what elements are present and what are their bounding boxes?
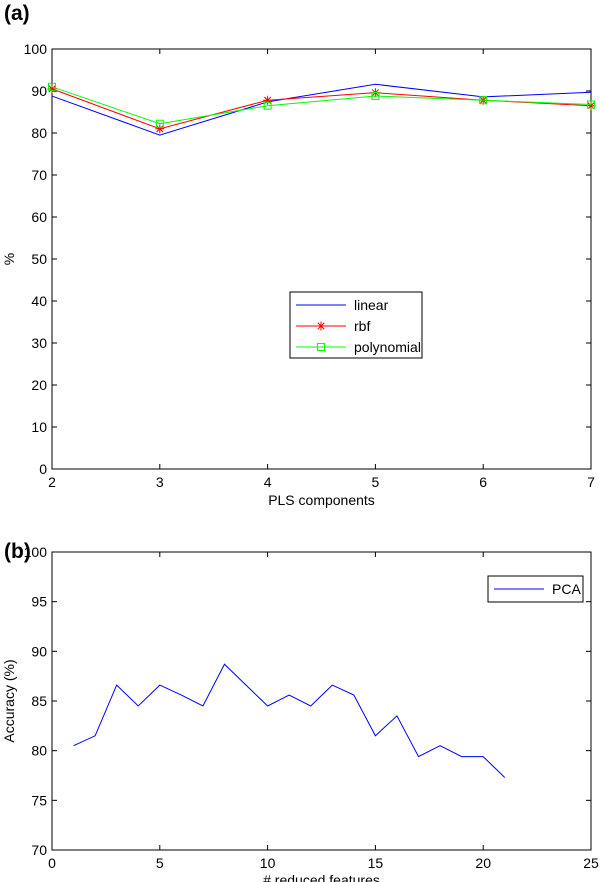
y-tick-label: 0: [39, 461, 47, 477]
legend-label-rbf: rbf: [354, 318, 370, 334]
x-tick-label: 25: [583, 855, 599, 871]
legend-label-PCA: PCA: [552, 581, 581, 597]
chart-b-svg: 0 5 10 15 20 25 70 75 80 85 90 95 100 # reduced featu…: [1, 544, 599, 882]
data-point-polynomial: [587, 100, 595, 109]
x-axis-label: PLS components: [268, 492, 375, 508]
x-axis-label: # reduced features: [263, 872, 380, 882]
y-tick-label: 100: [24, 41, 48, 57]
legend-marker-rbf: [316, 321, 326, 331]
data-point-polynomial: [263, 101, 272, 110]
x-tick-label: 3: [156, 474, 164, 490]
x-tick-label: 5: [372, 474, 380, 490]
legend-marker-polynomial: [317, 343, 325, 351]
y-tick-label: 60: [31, 209, 47, 225]
series-line-linear: [51, 83, 592, 136]
star-stroke: [317, 322, 325, 330]
series-line-polynomial: [51, 86, 592, 125]
y-tick-label: 30: [31, 335, 47, 351]
legend: linear rbf polynomial: [289, 291, 423, 359]
y-tick-label: 70: [31, 842, 47, 858]
x-tick-label: 5: [156, 855, 164, 871]
y-axis-label: Accuracy (%): [1, 659, 17, 742]
y-tick-label: 40: [31, 293, 47, 309]
y-tick-label: 10: [31, 419, 47, 435]
y-tick-label: 80: [31, 743, 47, 759]
x-tick-label: 20: [475, 855, 491, 871]
chart-panel-b: (b) 0 5 10 15 20 25 70 75 80 85 90 95 100 # reduced f…: [0, 520, 600, 882]
panel-label-a: (a): [4, 2, 30, 25]
x-tick-label: 7: [587, 474, 595, 490]
data-point-polynomial: [371, 92, 380, 101]
y-tick-label: 85: [31, 693, 47, 709]
y-tick-label: 70: [31, 167, 47, 183]
x-tick-label: 10: [260, 855, 276, 871]
star-stroke: [156, 125, 164, 133]
y-tick-label: 50: [31, 251, 47, 267]
panel-label-b: (b): [4, 540, 31, 563]
y-tick-label: 90: [31, 643, 47, 659]
x-tick-label: 15: [368, 855, 384, 871]
x-tick-label: 4: [264, 474, 272, 490]
data-point-polynomial: [479, 96, 488, 105]
star-stroke: [48, 85, 56, 93]
x-tick-label: 2: [48, 474, 56, 490]
x-tick-label: 0: [48, 855, 56, 871]
x-tick-label: 6: [479, 474, 487, 490]
legend-label-linear: linear: [354, 297, 389, 313]
y-tick-label: 95: [31, 594, 47, 610]
y-tick-label: 75: [31, 792, 47, 808]
y-tick-label: 80: [31, 125, 47, 141]
y-axis-label: %: [1, 253, 17, 265]
y-tick-label: 100: [24, 544, 48, 560]
plot-area: [51, 48, 592, 470]
data-point-polynomial: [155, 119, 164, 128]
y-tick-label: 20: [31, 377, 47, 393]
data-point-polynomial: [48, 82, 56, 91]
data-point-rbf: [263, 95, 273, 105]
chart-panel-a: (a) 2 3 4 5 6 7 0 10 20 30 40 50 60 70 80 90 100 PLS comp…: [1, 2, 596, 508]
data-point-rbf: [155, 124, 165, 134]
y-tick-label: 90: [31, 83, 47, 99]
series-line-PCA: [73, 663, 506, 778]
legend: PCA: [487, 575, 584, 603]
legend-label-polynomial: polynomial: [354, 339, 421, 355]
